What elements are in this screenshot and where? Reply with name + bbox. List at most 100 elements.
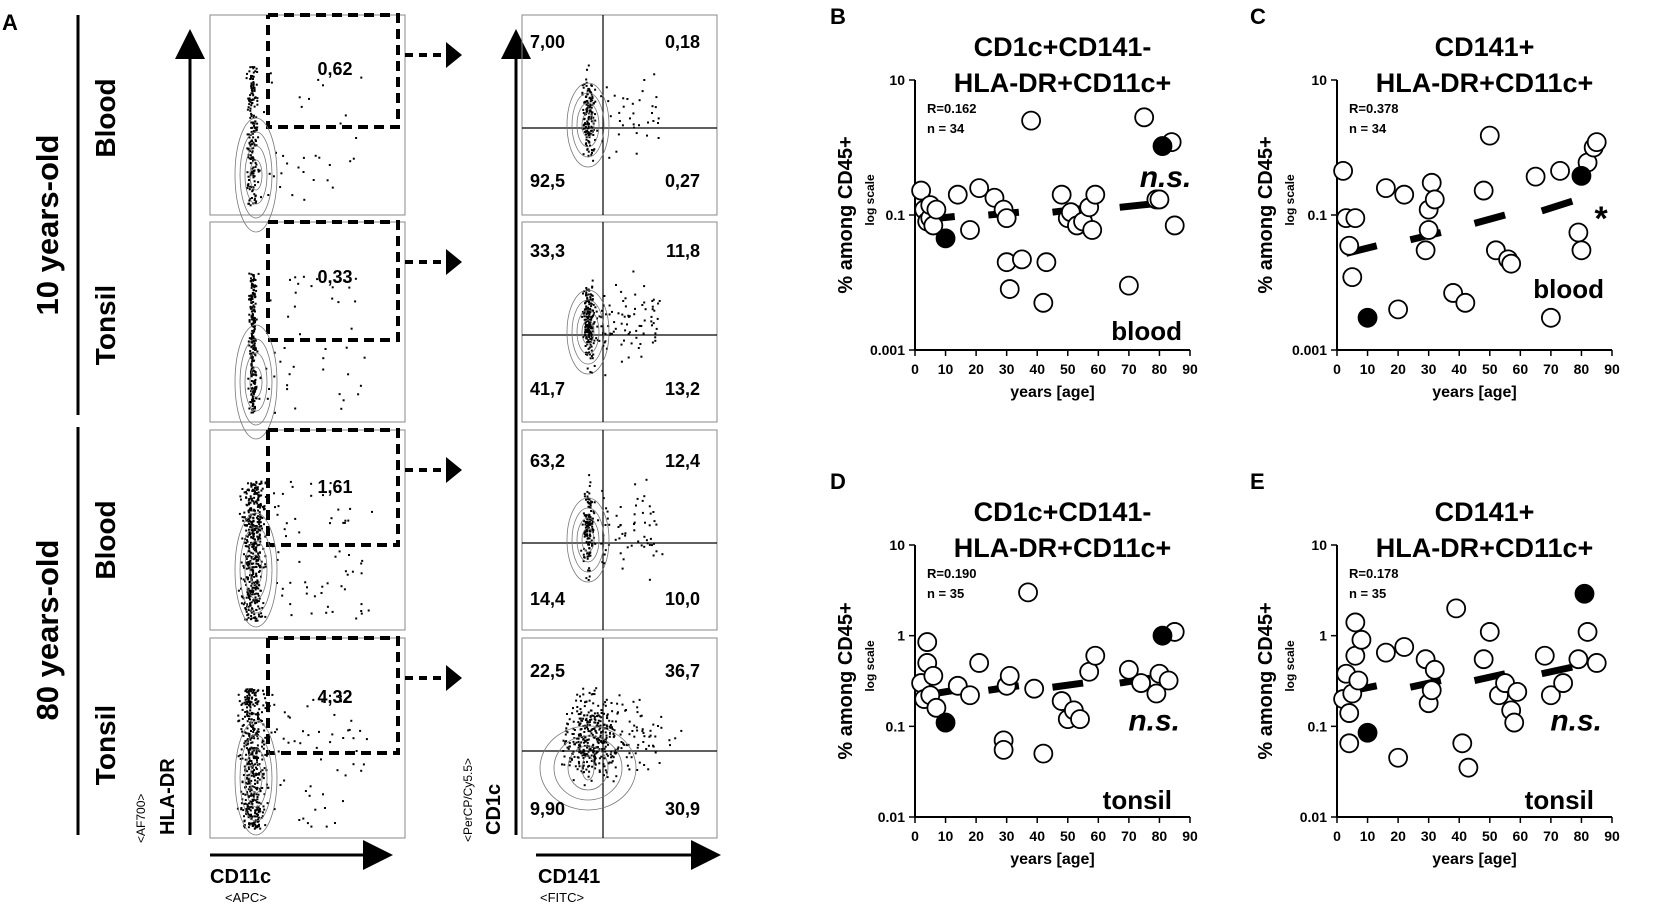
event-dot <box>244 781 247 784</box>
event-dot <box>588 770 591 773</box>
event-dot <box>587 730 590 733</box>
event-dot <box>239 754 242 757</box>
event-dot <box>246 710 249 713</box>
event-dot <box>244 545 247 548</box>
quad-ul-row3: 63,2 <box>530 451 565 471</box>
event-dot <box>253 704 256 707</box>
event-dot <box>253 827 256 830</box>
event-dot <box>256 703 259 706</box>
event-dot <box>589 716 592 718</box>
event-dot <box>300 752 303 755</box>
event-dot <box>586 129 589 132</box>
event-dot <box>584 130 586 133</box>
event-dot <box>621 567 624 570</box>
event-dot <box>252 369 255 372</box>
event-dot <box>298 819 301 821</box>
event-dot <box>254 500 257 503</box>
event-dot <box>582 757 585 759</box>
event-dot <box>259 537 262 540</box>
event-dot <box>262 740 265 742</box>
x-tick-label: 20 <box>1390 361 1406 377</box>
event-dot <box>246 791 249 794</box>
event-dot <box>646 542 649 545</box>
event-dot <box>254 694 257 697</box>
event-dot <box>624 305 627 308</box>
event-dot <box>252 513 255 516</box>
event-dot <box>252 331 255 334</box>
event-dot <box>594 763 597 766</box>
event-dot <box>606 776 609 779</box>
event-dot <box>250 337 253 340</box>
event-dot <box>267 710 270 713</box>
event-dot <box>253 86 256 89</box>
event-dot <box>588 332 591 335</box>
event-dot <box>253 327 256 330</box>
event-dot <box>247 183 250 186</box>
event-dot <box>606 714 609 717</box>
event-dot <box>590 345 593 348</box>
event-dot <box>252 689 255 692</box>
event-dot <box>251 75 254 77</box>
event-dot <box>253 496 256 499</box>
event-dot <box>249 590 252 593</box>
event-dot <box>598 771 601 773</box>
event-dot <box>589 296 592 299</box>
event-dot <box>254 557 257 560</box>
event-dot <box>603 562 606 565</box>
event-dot <box>635 329 638 332</box>
group-label-10y: 10 years-old <box>30 135 65 316</box>
event-dot <box>246 703 249 706</box>
event-dot <box>251 488 254 491</box>
event-dot <box>249 809 252 812</box>
event-dot <box>606 517 609 520</box>
event-dot <box>604 549 607 552</box>
event-dot <box>591 728 594 730</box>
event-dot <box>352 737 355 740</box>
event-dot <box>247 768 250 771</box>
event-dot <box>248 759 251 762</box>
event-dot <box>256 619 259 622</box>
event-dot <box>255 768 258 770</box>
event-dot <box>256 535 259 538</box>
event-dot <box>587 154 590 157</box>
event-dot <box>253 292 256 295</box>
event-dot <box>309 785 312 788</box>
event-dot <box>254 279 257 281</box>
event-dot <box>259 515 262 518</box>
open-point <box>1118 275 1139 296</box>
event-dot <box>256 530 259 533</box>
event-dot <box>585 291 588 294</box>
event-dot <box>289 278 291 281</box>
event-dot <box>250 310 253 313</box>
event-dot <box>619 506 622 508</box>
event-dot <box>255 587 258 589</box>
event-dot <box>599 724 602 727</box>
event-dot <box>590 355 593 358</box>
event-dot <box>249 350 252 353</box>
event-dot <box>255 750 258 753</box>
event-dot <box>585 520 588 523</box>
event-dot <box>595 738 598 741</box>
event-dot <box>258 801 261 804</box>
event-dot <box>579 735 582 738</box>
event-dot <box>302 275 305 278</box>
event-dot <box>588 351 591 354</box>
event-dot <box>260 720 263 722</box>
event-dot <box>638 761 641 764</box>
event-dot <box>584 326 587 329</box>
event-dot <box>261 615 264 618</box>
event-dot <box>283 711 286 714</box>
x-tick-label: 30 <box>999 361 1015 377</box>
event-dot <box>616 712 619 715</box>
event-dot <box>255 752 258 755</box>
event-dot <box>653 73 656 76</box>
event-dot <box>248 503 251 506</box>
event-dot <box>259 540 262 543</box>
event-dot <box>250 346 253 349</box>
event-dot <box>633 529 636 532</box>
significance-label: n.s. <box>1128 704 1180 737</box>
event-dot <box>240 790 243 793</box>
event-dot <box>349 507 352 510</box>
event-dot <box>668 739 671 742</box>
event-dot <box>339 695 342 698</box>
